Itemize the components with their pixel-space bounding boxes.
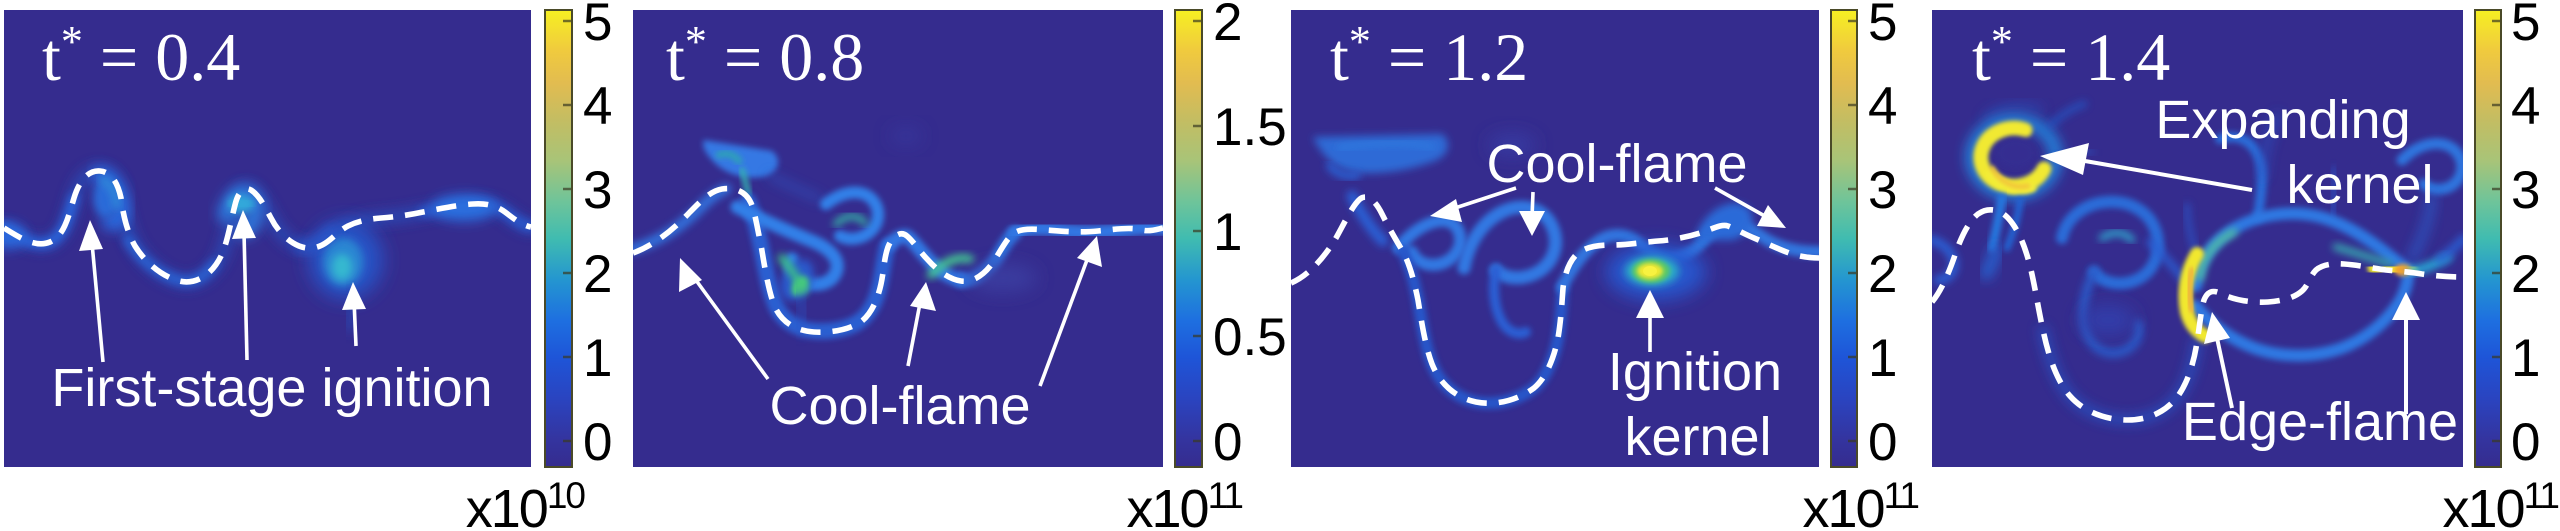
svg-text:0: 0: [2511, 413, 2540, 472]
svg-text:Cool-flame: Cool-flame: [1486, 134, 1747, 194]
svg-text:kernel: kernel: [2286, 155, 2433, 215]
svg-text:Expanding: Expanding: [2155, 90, 2410, 150]
svg-text:2: 2: [1213, 0, 1242, 52]
svg-text:First-stage ignition: First-stage ignition: [51, 358, 492, 418]
svg-text:0: 0: [583, 413, 612, 472]
svg-text:x1011: x1011: [2443, 475, 2559, 531]
svg-text:4: 4: [1868, 77, 1897, 136]
svg-text:0: 0: [1868, 413, 1897, 472]
svg-text:1.5: 1.5: [1213, 98, 1287, 157]
svg-text:1: 1: [1868, 329, 1897, 388]
svg-text:0.5: 0.5: [1213, 308, 1287, 367]
svg-text:kernel: kernel: [1624, 407, 1771, 467]
svg-text:5: 5: [2511, 0, 2540, 52]
svg-text:4: 4: [583, 77, 612, 136]
svg-text:Ignition: Ignition: [1608, 342, 1782, 402]
svg-text:2: 2: [1868, 245, 1897, 304]
svg-text:2: 2: [583, 245, 612, 304]
svg-text:3: 3: [1868, 161, 1897, 220]
svg-text:1: 1: [1213, 203, 1242, 262]
svg-text:Cool-flame: Cool-flame: [769, 376, 1030, 436]
svg-text:3: 3: [2511, 161, 2540, 220]
svg-text:5: 5: [583, 0, 612, 52]
svg-text:4: 4: [2511, 77, 2540, 136]
svg-text:1: 1: [2511, 329, 2540, 388]
svg-text:2: 2: [2511, 245, 2540, 304]
svg-text:3: 3: [583, 161, 612, 220]
svg-text:5: 5: [1868, 0, 1897, 52]
svg-text:0: 0: [1213, 413, 1242, 472]
svg-text:1: 1: [583, 329, 612, 388]
svg-text:Edge-flame: Edge-flame: [2182, 392, 2458, 452]
